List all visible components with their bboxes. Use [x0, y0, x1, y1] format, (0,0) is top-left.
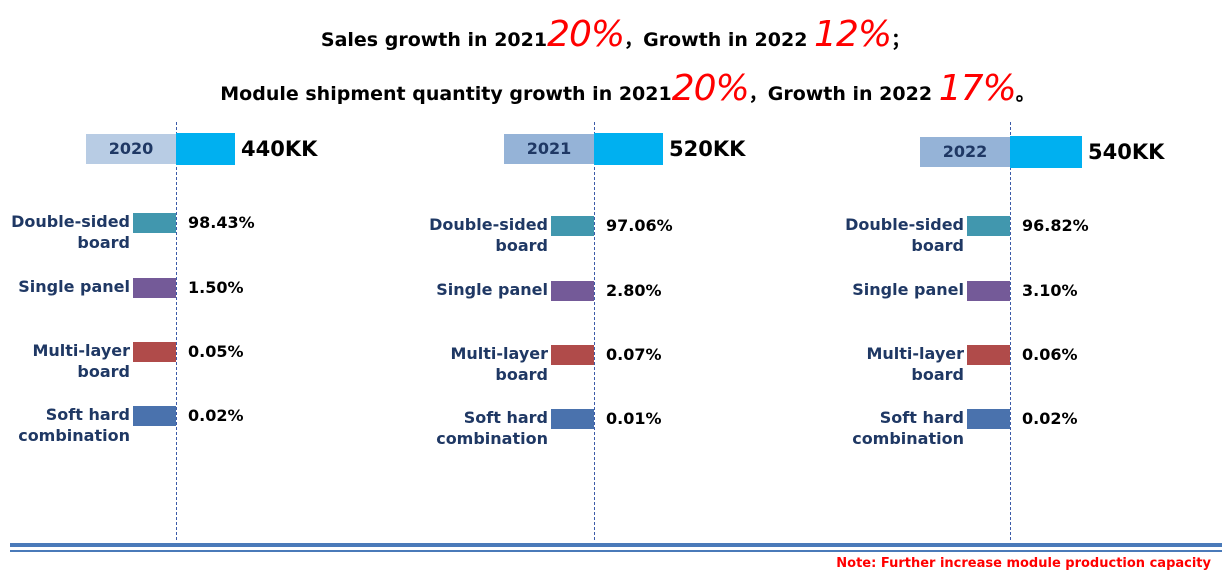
category-bar — [133, 406, 176, 426]
total-value-label: 520KK — [669, 137, 746, 161]
year-label: 2020 — [86, 134, 176, 164]
year-label: 2022 — [920, 137, 1010, 167]
total-value-label: 540KK — [1088, 140, 1165, 164]
year-label: 2021 — [504, 134, 594, 164]
growth-value-2021: 20% — [547, 14, 625, 55]
footer-note: Note: Further increase module production… — [836, 556, 1211, 571]
total-bar — [1010, 136, 1082, 168]
category-value: 0.05% — [188, 342, 244, 361]
headline-shipment-growth: Module shipment quantity growth in 20212… — [12, 68, 1231, 109]
category-label: Single panel — [18, 277, 130, 296]
growth-value-2021: 20% — [671, 68, 750, 109]
category-bar — [133, 342, 176, 362]
category-label: Double-sided board — [845, 215, 964, 255]
axis-line — [1010, 122, 1011, 540]
category-bar — [551, 216, 594, 236]
category-bar — [967, 281, 1010, 301]
category-value: 0.06% — [1022, 345, 1078, 364]
category-label: Soft hard combination — [18, 405, 130, 445]
headline-text: Module shipment quantity growth in 2021 — [220, 83, 672, 105]
headline-text: 。 — [1015, 83, 1035, 105]
category-label: Multi-layer board — [32, 341, 130, 381]
category-value: 0.07% — [606, 345, 662, 364]
headline-text: ，Growth in 2022 — [748, 83, 939, 105]
category-bar — [133, 213, 176, 233]
category-bar — [133, 278, 176, 298]
total-bar — [176, 133, 235, 165]
footer-divider — [10, 543, 1222, 547]
axis-line — [594, 122, 595, 540]
category-value: 3.10% — [1022, 281, 1078, 300]
category-value: 1.50% — [188, 278, 244, 297]
category-label: Single panel — [436, 280, 548, 299]
total-value-label: 440KK — [241, 137, 318, 161]
footer-divider-thin — [10, 550, 1222, 552]
headline-text: ，Growth in 2022 — [624, 29, 815, 51]
category-bar — [551, 345, 594, 365]
category-label: Double-sided board — [11, 212, 130, 252]
category-bar — [551, 409, 594, 429]
category-label: Multi-layer board — [450, 344, 548, 384]
category-value: 0.02% — [188, 406, 244, 425]
category-label: Single panel — [852, 280, 964, 299]
category-label: Double-sided board — [429, 215, 548, 255]
category-value: 96.82% — [1022, 216, 1089, 235]
category-label: Soft hard combination — [852, 408, 964, 448]
category-label: Multi-layer board — [866, 344, 964, 384]
category-label: Soft hard combination — [436, 408, 548, 448]
category-value: 0.01% — [606, 409, 662, 428]
category-bar — [967, 345, 1010, 365]
category-value: 98.43% — [188, 213, 255, 232]
headline-text: Sales growth in 2021 — [320, 29, 548, 51]
category-value: 97.06% — [606, 216, 673, 235]
total-bar — [594, 133, 663, 165]
growth-value-2022: 12% — [814, 14, 892, 55]
growth-value-2022: 17% — [938, 68, 1017, 109]
category-value: 0.02% — [1022, 409, 1078, 428]
axis-line — [176, 122, 177, 540]
category-bar — [967, 216, 1010, 236]
category-value: 2.80% — [606, 281, 662, 300]
category-bar — [551, 281, 594, 301]
headline-sales-growth: Sales growth in 202120%，Growth in 2022 1… — [0, 14, 1231, 55]
category-bar — [967, 409, 1010, 429]
headline-text: ； — [891, 29, 911, 51]
